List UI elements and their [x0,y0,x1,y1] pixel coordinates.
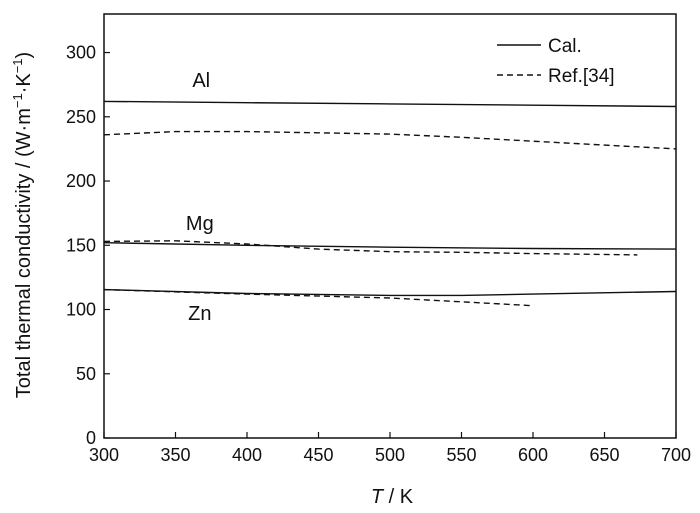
legend-label-ref: Ref.[34] [548,66,615,87]
x-tick-label: 300 [89,445,119,465]
series-line-zn-ref [103,288,534,307]
x-axis-title-unit: / K [383,486,414,508]
x-tick-label: 350 [160,445,190,465]
x-axis-title: T / K [371,486,414,508]
y-tick-labels: 0 50 100 150 200 250 300 [66,43,96,448]
y-axis-title-mid: ·K [13,73,35,94]
series-line-al-cal [103,100,677,108]
y-axis-title: Total thermal conductivity / (W·m−1·K−1) [10,52,35,398]
y-tick-label: 300 [66,43,96,63]
material-labels: Al Mg Zn [186,70,214,325]
series-layer [103,100,677,307]
y-tick-label: 0 [86,428,96,448]
y-tick-label: 250 [66,107,96,127]
plot-frame [103,13,677,439]
x-tick-label: 400 [232,445,262,465]
series-line-mg-cal [103,242,677,250]
legend: Cal. Ref.[34] [497,36,615,87]
material-label-al: Al [192,70,210,92]
x-axis-title-var: T [371,486,385,508]
x-tick-label: 500 [375,445,405,465]
y-tick-label: 200 [66,171,96,191]
y-tick-label: 50 [76,364,96,384]
x-tick-label: 550 [446,445,476,465]
material-label-mg: Mg [186,213,214,235]
x-tick-label: 600 [518,445,548,465]
y-tick-label: 150 [66,235,96,255]
x-tick-label: 700 [661,445,691,465]
material-label-zn: Zn [188,303,211,325]
legend-label-cal: Cal. [548,36,582,57]
y-axis-title-main: Total thermal conductivity / (W·m [13,108,35,398]
y-axis-title-sup2: −1 [10,58,25,73]
y-tick-label: 100 [66,300,96,320]
x-tick-label: 650 [589,445,619,465]
x-tick-labels: 300 350 400 450 500 550 600 650 700 [89,445,691,465]
x-tick-label: 450 [303,445,333,465]
y-axis-title-end: ) [13,52,35,59]
axis-ticks [103,51,677,439]
y-axis-title-sup1: −1 [10,93,25,108]
series-line-mg-ref [103,240,638,256]
series-line-zn-cal [103,288,677,297]
series-line-al-ref [103,130,677,150]
